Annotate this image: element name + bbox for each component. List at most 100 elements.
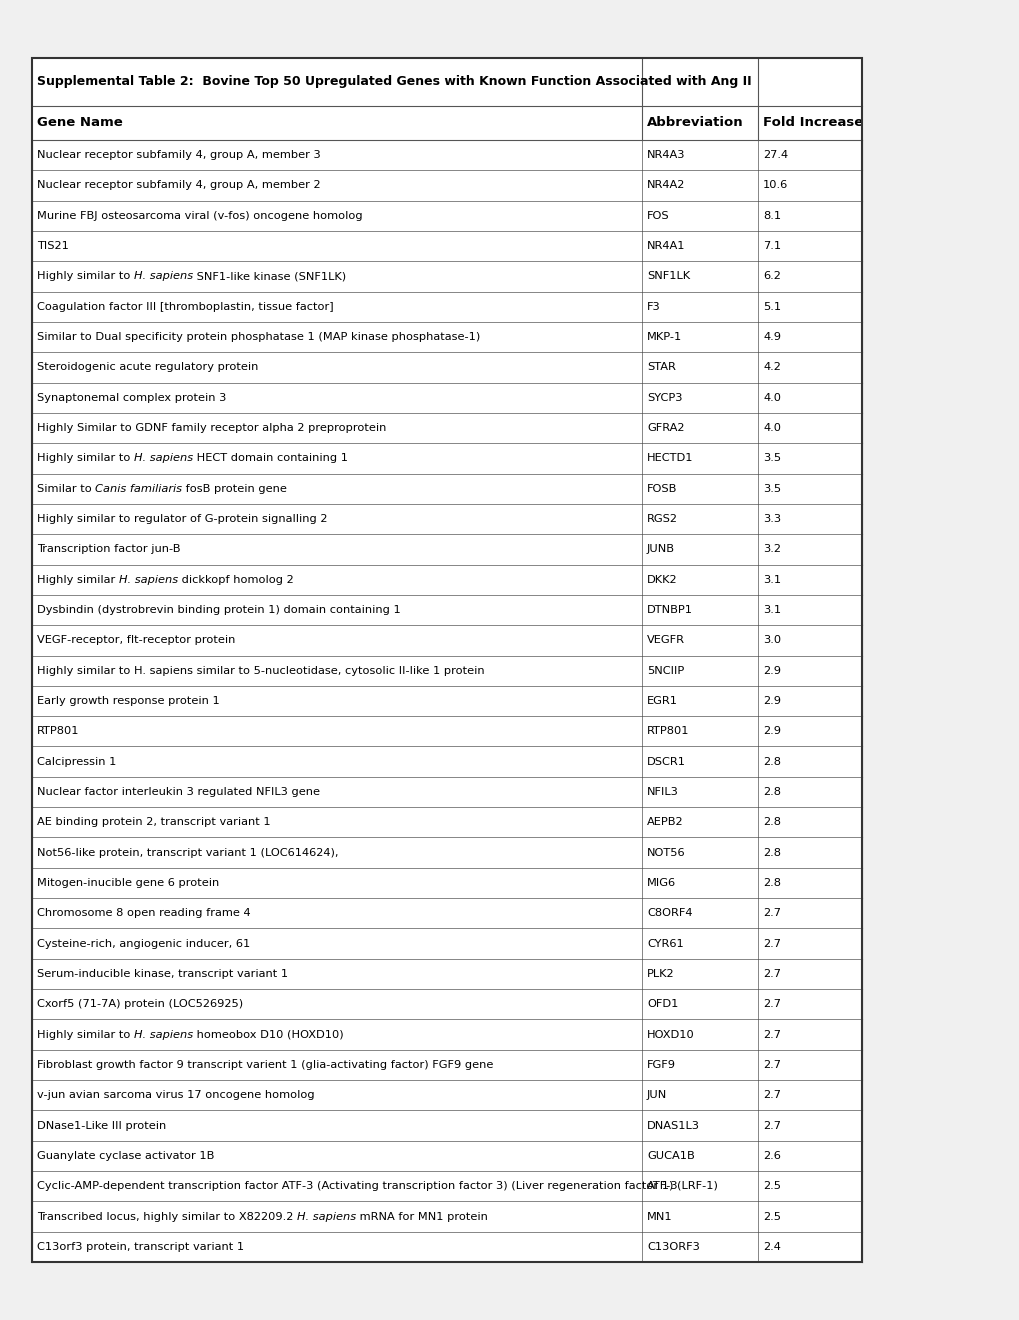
Bar (32, 58, 861, 1262)
Text: GUCA1B: GUCA1B (646, 1151, 694, 1160)
Text: SNF1LK: SNF1LK (646, 272, 690, 281)
Text: 4.2: 4.2 (762, 363, 781, 372)
Text: 2.7: 2.7 (762, 1030, 781, 1040)
Text: JUNB: JUNB (646, 544, 675, 554)
Text: v-jun avian sarcoma virus 17 oncogene homolog: v-jun avian sarcoma virus 17 oncogene ho… (37, 1090, 314, 1100)
Text: 3.1: 3.1 (762, 605, 781, 615)
Text: C8ORF4: C8ORF4 (646, 908, 692, 919)
Text: mRNA for MN1 protein: mRNA for MN1 protein (356, 1212, 487, 1221)
Text: Nuclear receptor subfamily 4, group A, member 3: Nuclear receptor subfamily 4, group A, m… (37, 150, 320, 160)
Text: TIS21: TIS21 (37, 242, 69, 251)
Text: 5.1: 5.1 (762, 302, 781, 312)
Text: Highly similar to H. sapiens similar to 5-nucleotidase, cytosolic II-like 1 prot: Highly similar to H. sapiens similar to … (37, 665, 484, 676)
Text: 2.8: 2.8 (762, 847, 781, 858)
Text: 8.1: 8.1 (762, 211, 781, 220)
Text: OFD1: OFD1 (646, 999, 678, 1010)
Text: Not56-like protein, transcript variant 1 (LOC614624),: Not56-like protein, transcript variant 1… (37, 847, 338, 858)
Text: Similar to: Similar to (37, 483, 96, 494)
Text: DTNBP1: DTNBP1 (646, 605, 692, 615)
Text: 2.5: 2.5 (762, 1181, 781, 1191)
Text: Supplemental Table 2:  Bovine Top 50 Upregulated Genes with Known Function Assoc: Supplemental Table 2: Bovine Top 50 Upre… (37, 75, 751, 88)
Text: H. sapiens: H. sapiens (119, 574, 178, 585)
Text: NFIL3: NFIL3 (646, 787, 679, 797)
Text: Canis familiaris: Canis familiaris (96, 483, 182, 494)
Text: Coagulation factor III [thromboplastin, tissue factor]: Coagulation factor III [thromboplastin, … (37, 302, 333, 312)
Text: STAR: STAR (646, 363, 676, 372)
Text: DNase1-Like III protein: DNase1-Like III protein (37, 1121, 166, 1130)
Text: Fold Increase: Fold Increase (762, 116, 863, 129)
Text: Guanylate cyclase activator 1B: Guanylate cyclase activator 1B (37, 1151, 214, 1160)
Text: fosB protein gene: fosB protein gene (182, 483, 287, 494)
Text: VEGFR: VEGFR (646, 635, 685, 645)
Text: Early growth response protein 1: Early growth response protein 1 (37, 696, 219, 706)
Text: Synaptonemal complex protein 3: Synaptonemal complex protein 3 (37, 393, 226, 403)
Text: Gene Name: Gene Name (37, 116, 122, 129)
Text: Fibroblast growth factor 9 transcript varient 1 (glia-activating factor) FGF9 ge: Fibroblast growth factor 9 transcript va… (37, 1060, 493, 1071)
Text: NR4A1: NR4A1 (646, 242, 685, 251)
Text: 2.6: 2.6 (762, 1151, 781, 1160)
Text: 3.1: 3.1 (762, 574, 781, 585)
Text: 6.2: 6.2 (762, 272, 781, 281)
Text: Transcription factor jun-B: Transcription factor jun-B (37, 544, 180, 554)
Text: DKK2: DKK2 (646, 574, 677, 585)
Text: H. sapiens: H. sapiens (133, 453, 193, 463)
Text: CYR61: CYR61 (646, 939, 683, 949)
Text: SYCP3: SYCP3 (646, 393, 682, 403)
Text: F3: F3 (646, 302, 660, 312)
Text: 3.0: 3.0 (762, 635, 781, 645)
Text: RGS2: RGS2 (646, 513, 678, 524)
Text: H. sapiens: H. sapiens (297, 1212, 356, 1221)
Text: RTP801: RTP801 (646, 726, 689, 737)
Text: 2.9: 2.9 (762, 665, 781, 676)
Text: 2.7: 2.7 (762, 969, 781, 979)
Text: 2.7: 2.7 (762, 939, 781, 949)
Text: Abbreviation: Abbreviation (646, 116, 743, 129)
Text: 3.5: 3.5 (762, 483, 781, 494)
Text: AEPB2: AEPB2 (646, 817, 683, 828)
Text: NR4A3: NR4A3 (646, 150, 685, 160)
Text: RTP801: RTP801 (37, 726, 79, 737)
Text: MKP-1: MKP-1 (646, 333, 682, 342)
Text: 2.7: 2.7 (762, 1121, 781, 1130)
Text: DNAS1L3: DNAS1L3 (646, 1121, 699, 1130)
Text: ATF-3: ATF-3 (646, 1181, 678, 1191)
Text: MN1: MN1 (646, 1212, 672, 1221)
Text: 3.3: 3.3 (762, 513, 781, 524)
Text: 2.7: 2.7 (762, 999, 781, 1010)
Text: Nuclear receptor subfamily 4, group A, member 2: Nuclear receptor subfamily 4, group A, m… (37, 181, 320, 190)
Text: 3.2: 3.2 (762, 544, 781, 554)
Text: PLK2: PLK2 (646, 969, 674, 979)
Text: homeobox D10 (HOXD10): homeobox D10 (HOXD10) (193, 1030, 343, 1040)
Text: 2.4: 2.4 (762, 1242, 781, 1251)
Text: dickkopf homolog 2: dickkopf homolog 2 (178, 574, 293, 585)
Text: Transcribed locus, highly similar to X82209.2: Transcribed locus, highly similar to X82… (37, 1212, 297, 1221)
Text: JUN: JUN (646, 1090, 666, 1100)
Text: DSCR1: DSCR1 (646, 756, 686, 767)
Text: VEGF-receptor, flt-receptor protein: VEGF-receptor, flt-receptor protein (37, 635, 235, 645)
Text: Highly similar to: Highly similar to (37, 453, 133, 463)
Text: 27.4: 27.4 (762, 150, 788, 160)
Text: HECT domain containing 1: HECT domain containing 1 (193, 453, 347, 463)
Text: Serum-inducible kinase, transcript variant 1: Serum-inducible kinase, transcript varia… (37, 969, 287, 979)
Text: 2.7: 2.7 (762, 1060, 781, 1071)
Text: C13orf3 protein, transcript variant 1: C13orf3 protein, transcript variant 1 (37, 1242, 244, 1251)
Text: Highly Similar to GDNF family receptor alpha 2 preproprotein: Highly Similar to GDNF family receptor a… (37, 424, 386, 433)
Text: MIG6: MIG6 (646, 878, 676, 888)
Text: 2.7: 2.7 (762, 908, 781, 919)
Text: GFRA2: GFRA2 (646, 424, 684, 433)
Text: AE binding protein 2, transcript variant 1: AE binding protein 2, transcript variant… (37, 817, 270, 828)
Text: HOXD10: HOXD10 (646, 1030, 694, 1040)
Text: Cxorf5 (71-7A) protein (LOC526925): Cxorf5 (71-7A) protein (LOC526925) (37, 999, 243, 1010)
Text: Mitogen-inucible gene 6 protein: Mitogen-inucible gene 6 protein (37, 878, 219, 888)
Text: 2.8: 2.8 (762, 787, 781, 797)
Text: H. sapiens: H. sapiens (133, 272, 193, 281)
Text: 3.5: 3.5 (762, 453, 781, 463)
Text: 2.7: 2.7 (762, 1090, 781, 1100)
Text: 7.1: 7.1 (762, 242, 781, 251)
Text: Cysteine-rich, angiogenic inducer, 61: Cysteine-rich, angiogenic inducer, 61 (37, 939, 250, 949)
Text: 4.0: 4.0 (762, 393, 781, 403)
Text: SNF1-like kinase (SNF1LK): SNF1-like kinase (SNF1LK) (193, 272, 345, 281)
Text: Steroidogenic acute regulatory protein: Steroidogenic acute regulatory protein (37, 363, 258, 372)
Text: Highly similar to regulator of G-protein signalling 2: Highly similar to regulator of G-protein… (37, 513, 327, 524)
Text: NOT56: NOT56 (646, 847, 685, 858)
